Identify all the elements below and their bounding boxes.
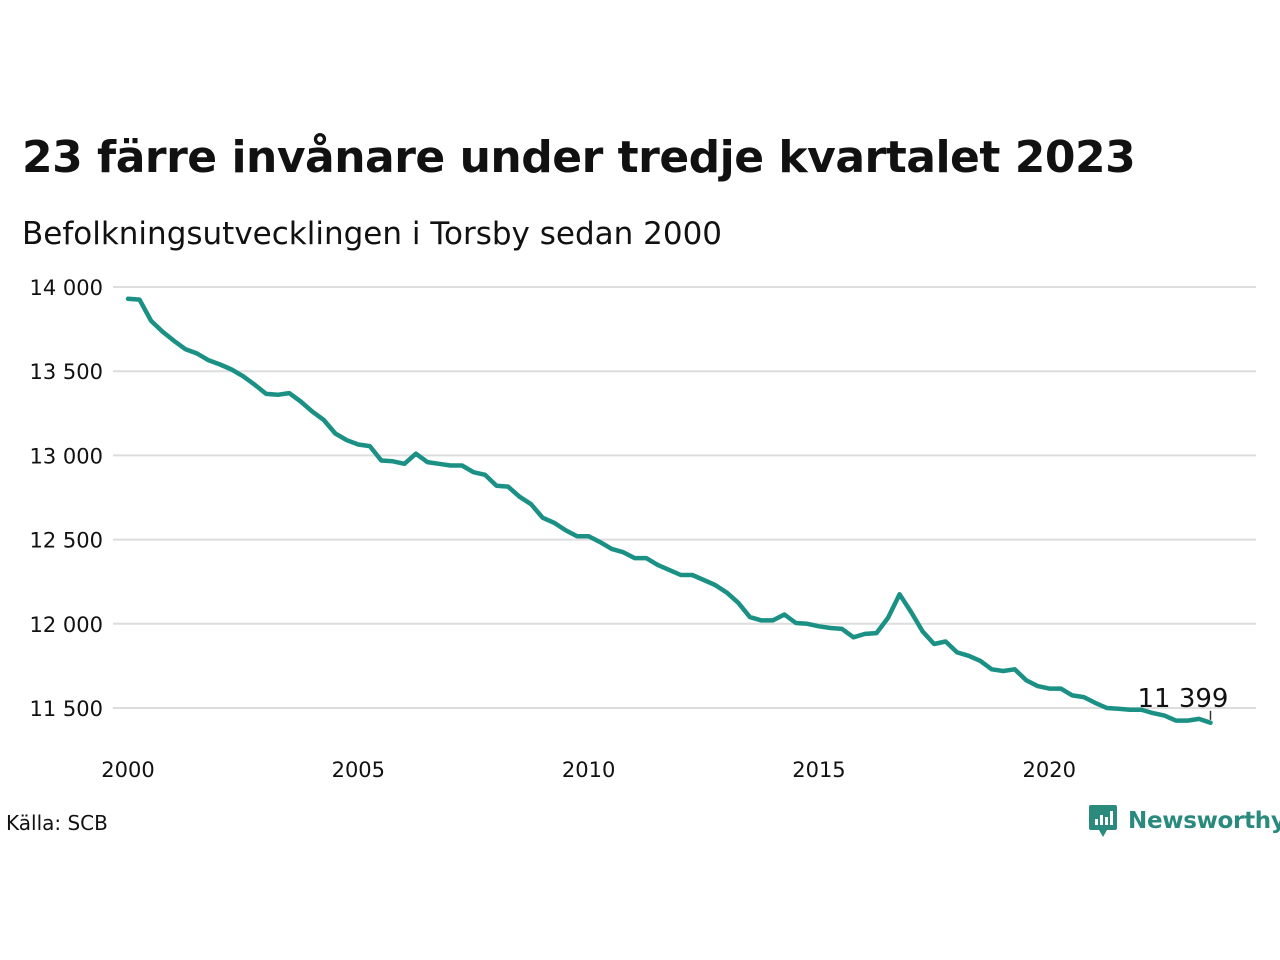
brand-name: Newsworthy	[1128, 808, 1280, 834]
y-tick-label: 14 000	[30, 276, 103, 300]
x-tick-label: 2010	[562, 758, 615, 782]
x-axis-labels: 2000 2005 2010 2015 2020	[101, 758, 1076, 782]
end-value-label: 11 399	[1137, 684, 1228, 714]
newsworthy-logo-icon	[1089, 805, 1117, 837]
y-tick-label: 13 000	[30, 444, 103, 468]
y-tick-label: 11 500	[30, 697, 103, 721]
grid-lines	[113, 286, 1256, 709]
x-tick-label: 2015	[792, 758, 845, 782]
x-tick-label: 2000	[101, 758, 154, 782]
chart-title: 23 färre invånare under tredje kvartalet…	[22, 132, 1136, 183]
y-tick-label: 12 500	[30, 529, 103, 553]
y-tick-label: 13 500	[30, 360, 103, 384]
population-line	[125, 296, 1213, 726]
brand-logo: Newsworthy	[1088, 804, 1280, 838]
y-axis-labels: 11 500 12 000 12 500 13 000 13 500 14 000	[30, 276, 103, 721]
chart-subtitle: Befolkningsutvecklingen i Torsby sedan 2…	[22, 216, 723, 252]
x-tick-label: 2005	[332, 758, 385, 782]
source-note: Källa: SCB	[6, 811, 108, 835]
x-tick-label: 2020	[1023, 758, 1076, 782]
y-tick-label: 12 000	[30, 613, 103, 637]
